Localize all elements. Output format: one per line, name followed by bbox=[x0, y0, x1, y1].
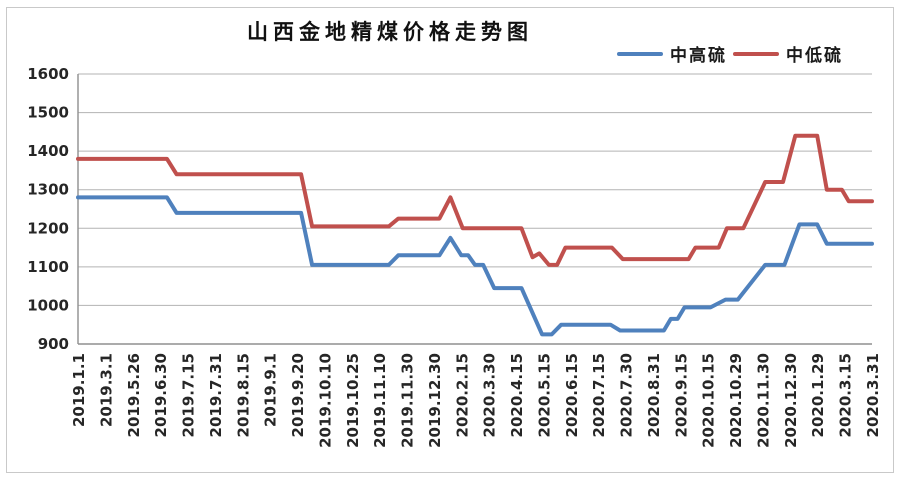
y-tick-label-1000: 1000 bbox=[27, 296, 69, 314]
x-tick-label-5: 2019.7.31 bbox=[207, 353, 225, 437]
y-tick-label-1600: 1600 bbox=[27, 65, 69, 83]
y-tick-label-1300: 1300 bbox=[27, 181, 69, 199]
y-tick-label-1500: 1500 bbox=[27, 104, 69, 122]
x-tick-label-4: 2019.7.15 bbox=[180, 353, 198, 437]
x-tick-label-29: 2020.3.31 bbox=[864, 353, 882, 437]
x-tick-label-8: 2019.9.20 bbox=[289, 353, 307, 437]
legend-line-swatch-mid-low-sulfur bbox=[733, 51, 779, 56]
chart-title: 山西金地精煤价格走势图 bbox=[247, 20, 533, 44]
x-tick-label-26: 2020.12.30 bbox=[782, 353, 800, 448]
x-tick-label-2: 2019.5.26 bbox=[125, 353, 143, 437]
x-tick-label-23: 2020.10.15 bbox=[700, 353, 718, 448]
x-tick-label-1: 2019.3.1 bbox=[97, 353, 115, 427]
x-tick-label-11: 2019.11.10 bbox=[371, 353, 389, 448]
x-tick-label-17: 2020.5.15 bbox=[535, 353, 553, 437]
x-tick-label-18: 2020.6.15 bbox=[563, 353, 581, 437]
x-tick-label-7: 2019.9.1 bbox=[262, 353, 280, 427]
x-tick-label-21: 2020.8.31 bbox=[645, 353, 663, 437]
x-tick-label-15: 2020.3.30 bbox=[481, 353, 499, 437]
y-tick-label-900: 900 bbox=[38, 335, 69, 353]
x-tick-label-10: 2019.10.25 bbox=[344, 353, 362, 448]
y-tick-label-1100: 1100 bbox=[27, 258, 69, 276]
legend-item-0: 中高硫 bbox=[617, 41, 727, 66]
x-tick-label-12: 2019.11.30 bbox=[399, 353, 417, 448]
x-tick-label-9: 2019.10.10 bbox=[316, 353, 334, 448]
x-tick-label-27: 2020.1.29 bbox=[809, 353, 827, 437]
legend-item-1: 中低硫 bbox=[733, 41, 843, 66]
x-tick-label-24: 2020.10.29 bbox=[727, 353, 745, 448]
x-tick-label-13: 2019.12.30 bbox=[426, 353, 444, 448]
x-tick-label-16: 2020.4.15 bbox=[508, 353, 526, 437]
y-tick-label-1400: 1400 bbox=[27, 142, 69, 160]
x-tick-label-19: 2020.7.15 bbox=[590, 353, 608, 437]
x-tick-label-6: 2019.8.15 bbox=[234, 353, 252, 437]
legend-line-swatch-mid-high-sulfur bbox=[617, 51, 663, 56]
legend-label-1: 中低硫 bbox=[786, 46, 843, 66]
y-tick-label-1200: 1200 bbox=[27, 219, 69, 237]
x-tick-label-14: 2020.2.15 bbox=[453, 353, 471, 437]
x-tick-label-28: 2020.3.15 bbox=[837, 353, 855, 437]
x-tick-label-25: 2020.11.30 bbox=[754, 353, 772, 448]
series-line-mid-low-sulfur bbox=[76, 133, 874, 267]
legend: 中高硫 中低硫 bbox=[617, 41, 849, 66]
x-tick-label-3: 2019.6.30 bbox=[152, 353, 170, 437]
series-line-mid-high-sulfur bbox=[76, 195, 874, 337]
x-tick-label-22: 2020.9.15 bbox=[672, 353, 690, 437]
x-tick-label-0: 2019.1.1 bbox=[70, 353, 88, 427]
x-tick-label-20: 2020.7.30 bbox=[618, 353, 636, 437]
legend-label-0: 中高硫 bbox=[670, 46, 727, 66]
